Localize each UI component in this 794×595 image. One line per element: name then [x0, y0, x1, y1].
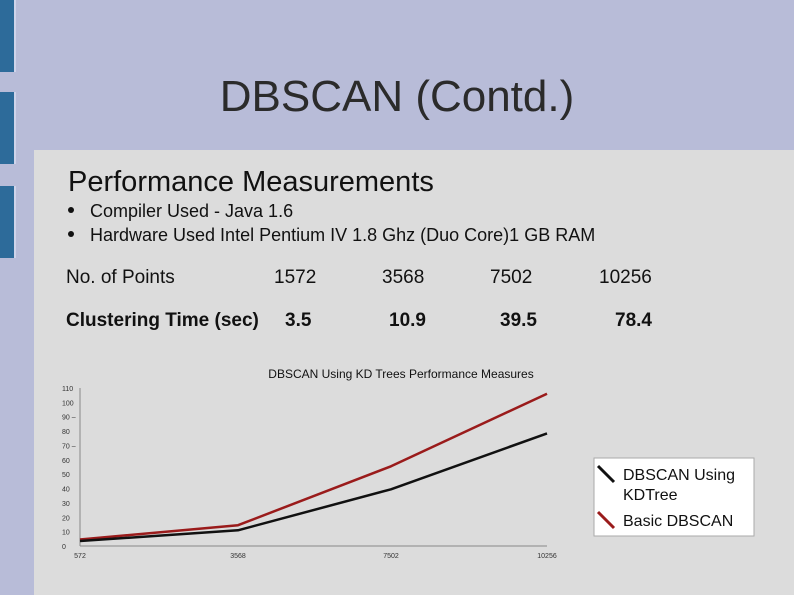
x-ticks: 572 3568 7502 10256: [74, 553, 557, 560]
decor-bar-3: [0, 186, 16, 258]
bullet-item: Compiler Used - Java 1.6: [68, 201, 293, 222]
bullet-item: Hardware Used Intel Pentium IV 1.8 Ghz (…: [68, 225, 595, 246]
y-tick-label: 90 –: [62, 415, 76, 422]
y-tick-label: 10: [62, 530, 70, 537]
legend-swatch: [596, 464, 616, 484]
decor-bar-1: [0, 0, 16, 72]
time-value: 10.9: [389, 310, 426, 331]
x-tick-label: 3568: [230, 553, 246, 560]
points-value: 1572: [274, 267, 317, 288]
x-tick-label: 572: [74, 553, 86, 560]
y-tick-label: 110: [62, 386, 73, 393]
series-line: [79, 432, 548, 543]
series-line: [79, 392, 548, 541]
y-tick-label: 30: [62, 501, 70, 508]
time-label: Clustering Time (sec): [66, 310, 259, 331]
y-tick-label: 60: [62, 458, 70, 465]
bullet-dot-icon: [68, 231, 74, 238]
bullet-text: Compiler Used - Java 1.6: [90, 201, 294, 221]
chart-axes: [79, 388, 547, 547]
legend-label: Basic DBSCAN: [623, 513, 733, 530]
legend-swatch: [596, 510, 616, 530]
y-tick-label: 40: [62, 487, 70, 494]
bullet-text: Hardware Used Intel Pentium IV 1.8 Ghz (…: [90, 225, 596, 245]
points-value: 7502: [490, 267, 533, 288]
x-tick-label: 7502: [383, 553, 399, 560]
legend-label: DBSCAN Using KDTree: [623, 467, 735, 504]
series-lines: [79, 392, 548, 543]
points-value: 10256: [599, 267, 652, 288]
chart-legend: DBSCAN Using KDTree Basic DBSCAN: [593, 457, 755, 537]
y-tick-label: 80: [62, 429, 70, 436]
x-tick-label: 10256: [537, 553, 557, 560]
points-label: No. of Points: [66, 267, 175, 288]
time-value: 78.4: [615, 310, 652, 331]
time-value: 3.5: [285, 310, 312, 331]
y-tick-label: 70 –: [62, 443, 76, 450]
points-value: 3568: [382, 267, 425, 288]
legend-box: [593, 457, 755, 537]
decor-bar-2: [0, 92, 16, 164]
chart-title: DBSCAN Using KD Trees Performance Measur…: [268, 367, 533, 381]
y-tick-label: 0: [62, 544, 66, 551]
slide-subtitle: Performance Measurements: [68, 166, 434, 198]
y-tick-label: 50: [62, 472, 70, 479]
y-tick-label: 100: [62, 400, 74, 407]
y-ticks: 0 10 20 30 40 50 60 70 – 80 90 – 100 110: [62, 386, 76, 551]
bullet-dot-icon: [68, 207, 74, 214]
slide-title: DBSCAN (Contd.): [219, 72, 575, 121]
time-value: 39.5: [500, 310, 537, 331]
y-tick-label: 20: [62, 515, 70, 522]
